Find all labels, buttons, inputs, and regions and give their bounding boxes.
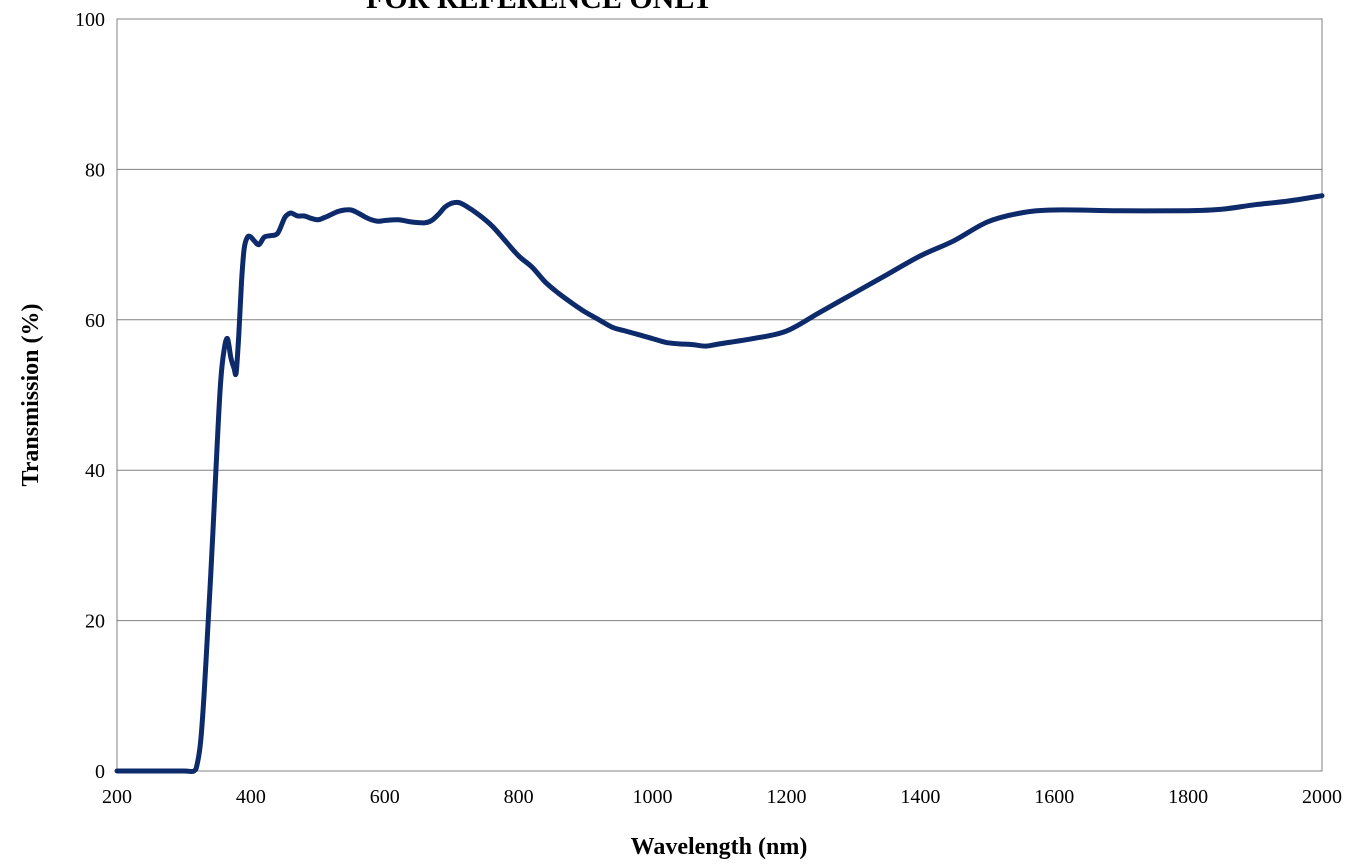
y-tick-label: 20 bbox=[85, 611, 105, 633]
y-tick-label: 40 bbox=[85, 460, 105, 482]
y-tick-label: 100 bbox=[75, 9, 105, 31]
gridlines bbox=[117, 168, 1322, 622]
x-tick-label: 600 bbox=[370, 786, 400, 808]
x-tick-label: 1000 bbox=[633, 786, 673, 808]
x-tick-label: 400 bbox=[236, 786, 266, 808]
transmission-series-line bbox=[114, 193, 1325, 775]
x-tick-label: 200 bbox=[102, 786, 132, 808]
y-tick-label: 0 bbox=[95, 761, 105, 783]
x-tick-label: 1200 bbox=[766, 786, 806, 808]
x-tick-label: 800 bbox=[504, 786, 534, 808]
x-axis-label: Wavelength (nm) bbox=[631, 834, 808, 860]
plot-area-border bbox=[116, 18, 1323, 772]
y-tick-label: 60 bbox=[85, 310, 105, 332]
x-tick-label: 1600 bbox=[1034, 786, 1074, 808]
x-tick-label: 1400 bbox=[900, 786, 940, 808]
x-tick-labels: 200 400 600 800 1000 1200 1400 1600 1800 2000 bbox=[102, 786, 1342, 808]
x-tick-label: 2000 bbox=[1302, 786, 1342, 808]
y-tick-labels: 0 20 40 60 80 100 bbox=[75, 9, 105, 783]
x-tick-label: 1800 bbox=[1168, 786, 1208, 808]
y-tick-label: 80 bbox=[85, 159, 105, 181]
chart-title: FOR REFERENCE ONLY bbox=[366, 0, 713, 16]
y-axis-label: Transmission (%) bbox=[18, 304, 44, 487]
